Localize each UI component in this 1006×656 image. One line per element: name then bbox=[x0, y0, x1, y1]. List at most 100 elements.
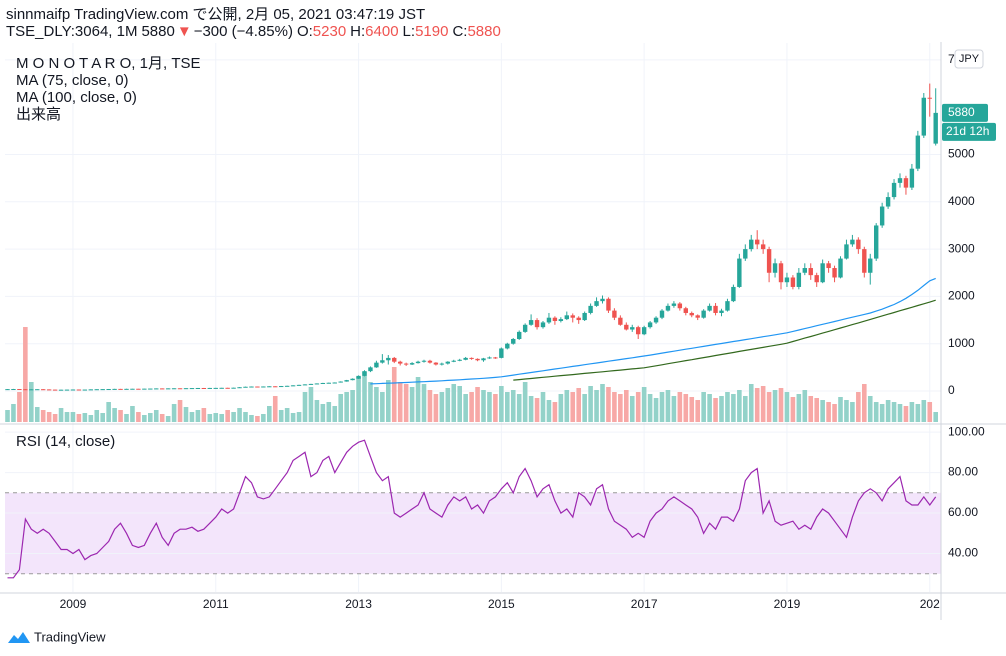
volume-bar bbox=[380, 392, 385, 422]
candle-body bbox=[439, 363, 445, 365]
volume-bar bbox=[475, 387, 480, 422]
candle-body bbox=[731, 286, 736, 302]
candle-body bbox=[713, 305, 718, 313]
symbol: TSE_DLY:3064, 1M bbox=[6, 23, 137, 40]
candle-body bbox=[820, 263, 825, 283]
volume-bar bbox=[415, 377, 421, 422]
candle-body bbox=[540, 322, 546, 328]
candle-body bbox=[46, 389, 52, 391]
candle-body bbox=[885, 197, 891, 207]
volume-bar bbox=[34, 407, 40, 422]
volume-bar bbox=[159, 414, 165, 422]
y-tick-label: 2000 bbox=[948, 289, 975, 303]
rsi-tick-label: 40.00 bbox=[948, 546, 978, 560]
change-arrow: ▼ bbox=[177, 23, 192, 40]
volume-bar bbox=[534, 398, 540, 422]
volume-bar bbox=[386, 380, 391, 422]
candle-body bbox=[58, 389, 64, 391]
candle-body bbox=[374, 362, 379, 368]
volume-bar bbox=[576, 388, 581, 422]
low-label: L: bbox=[403, 23, 416, 40]
candle-body bbox=[826, 263, 831, 269]
brand-name: TradingView bbox=[34, 629, 106, 644]
candle-body bbox=[469, 357, 474, 359]
open-label: O: bbox=[297, 23, 313, 40]
candle-body bbox=[445, 361, 450, 364]
candle-body bbox=[326, 382, 331, 384]
candle-body bbox=[600, 298, 605, 302]
candle-body bbox=[142, 388, 147, 390]
volume-bar bbox=[516, 394, 522, 422]
candle-body bbox=[267, 386, 272, 388]
volume-bar bbox=[272, 396, 278, 422]
volume-bar bbox=[850, 402, 855, 422]
volume-bar bbox=[356, 377, 361, 422]
x-tick-label: 2013 bbox=[345, 597, 372, 611]
volume-bar bbox=[433, 394, 439, 422]
candle-body bbox=[897, 178, 903, 183]
volume-bar bbox=[332, 406, 338, 422]
volume-bar bbox=[594, 390, 599, 422]
candle-body bbox=[225, 387, 230, 389]
volume-bar bbox=[100, 413, 105, 422]
candle-body bbox=[612, 310, 617, 318]
candle-body bbox=[802, 268, 807, 273]
candle-body bbox=[564, 315, 569, 320]
candle-body bbox=[475, 358, 480, 361]
moving-average bbox=[370, 277, 936, 385]
volume-bar bbox=[278, 410, 284, 422]
candle-body bbox=[35, 389, 40, 391]
candle-body bbox=[808, 268, 813, 276]
volume-bar bbox=[243, 412, 248, 422]
candle-body bbox=[624, 324, 629, 330]
y-tick-label: 4000 bbox=[948, 194, 975, 208]
candle-body bbox=[70, 389, 76, 391]
volume-bar bbox=[856, 392, 861, 422]
volume-bar bbox=[582, 394, 587, 422]
candle-body bbox=[749, 239, 754, 250]
volume-bar bbox=[344, 392, 349, 422]
volume-bar bbox=[284, 408, 290, 422]
candle-body bbox=[403, 363, 409, 365]
volume-bar bbox=[58, 408, 64, 422]
candle-body bbox=[927, 97, 932, 99]
candle-body bbox=[76, 389, 82, 391]
volume-bar bbox=[677, 392, 683, 422]
volume-bar bbox=[70, 412, 76, 422]
volume-bar bbox=[445, 388, 451, 422]
countdown-text: 21d 12h bbox=[946, 124, 989, 138]
candle-body bbox=[106, 389, 111, 391]
volume-bar bbox=[522, 382, 528, 422]
volume-bar bbox=[302, 392, 308, 422]
volume-bar bbox=[362, 372, 367, 422]
candle-body bbox=[154, 388, 159, 390]
candle-body bbox=[29, 389, 34, 391]
candle-body bbox=[237, 387, 242, 389]
candle-body bbox=[909, 168, 915, 188]
volume-bar bbox=[790, 397, 796, 422]
volume-bar bbox=[177, 400, 183, 422]
candle-body bbox=[130, 388, 135, 390]
volume-bar bbox=[606, 387, 611, 422]
candle-body bbox=[606, 298, 611, 311]
candle-body bbox=[213, 387, 218, 389]
candle-body bbox=[743, 249, 748, 259]
volume-bar bbox=[82, 413, 88, 422]
volume-bar bbox=[94, 410, 100, 422]
legend-volume: 出来高 bbox=[16, 106, 61, 123]
candle-body bbox=[415, 361, 421, 364]
volume-bar bbox=[11, 404, 16, 422]
candle-body bbox=[903, 178, 909, 188]
candle-body bbox=[255, 386, 260, 388]
volume-bar bbox=[213, 413, 219, 422]
candle-body bbox=[796, 272, 802, 287]
brand-logo bbox=[8, 632, 30, 643]
change: −300 (−4.85%) bbox=[194, 23, 293, 40]
candle-body bbox=[124, 388, 129, 390]
rsi-tick-label: 60.00 bbox=[948, 505, 978, 519]
volume-bar bbox=[600, 384, 605, 422]
volume-bar bbox=[457, 386, 462, 422]
volume-bar bbox=[136, 412, 141, 422]
volume-bar bbox=[707, 394, 712, 422]
